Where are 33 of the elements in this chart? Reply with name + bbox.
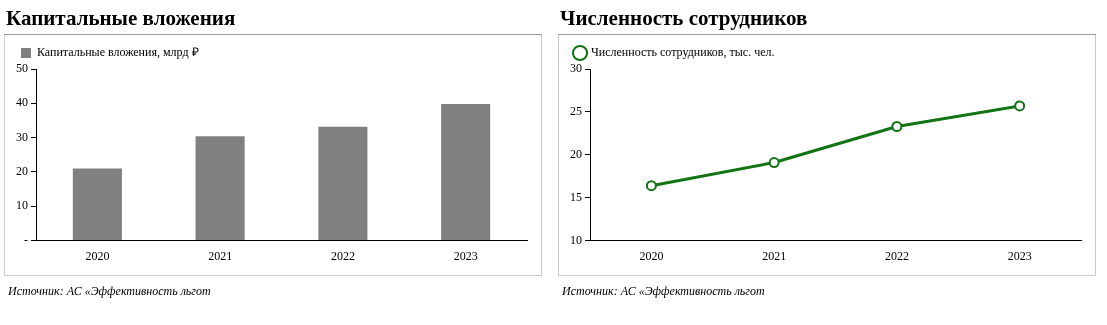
point (768, 157, 780, 169)
x-tick-label: 2022 (884, 248, 909, 263)
point (891, 120, 903, 132)
y-tick-label: 20 (16, 164, 28, 179)
x-tick-label: 2023 (453, 248, 478, 263)
text: Источник: АС «Эффективность льгот (7, 283, 212, 299)
legend-label: Численность сотрудников, тыс. чел. (591, 45, 775, 60)
x-tick-label: 2020 (85, 248, 110, 263)
y-tick-label: 40 (16, 95, 28, 110)
bar (318, 126, 368, 241)
bar (72, 168, 122, 241)
point (1014, 100, 1026, 112)
bar (195, 136, 245, 241)
chart-title: Численность сотрудников (558, 4, 1096, 35)
y-tick-label: 20 (570, 146, 582, 161)
x-tick-label: 2023 (1007, 248, 1032, 263)
y-tick-label: 25 (570, 104, 582, 119)
point (645, 180, 657, 192)
chart-title: Капитальные вложения (4, 4, 542, 35)
y-tick-label: 30 (16, 129, 28, 144)
x-tick-label: 2021 (762, 248, 787, 263)
text: Источник: АС «Эффективность льгот (561, 283, 766, 299)
x-tick-label: 2021 (208, 248, 233, 263)
legend-label: Капитальные вложения, млрд ₽ (37, 45, 199, 60)
y-tick-label: - (24, 232, 28, 247)
y-tick-label: 50 (16, 61, 28, 76)
y-tick-label: 30 (570, 61, 582, 76)
x-tick-label: 2020 (639, 248, 664, 263)
bar (441, 104, 491, 241)
y-tick-label: 10 (16, 198, 28, 213)
y-tick-label: 10 (570, 232, 582, 247)
y-tick-label: 15 (570, 189, 582, 204)
x-tick-label: 2022 (330, 248, 355, 263)
